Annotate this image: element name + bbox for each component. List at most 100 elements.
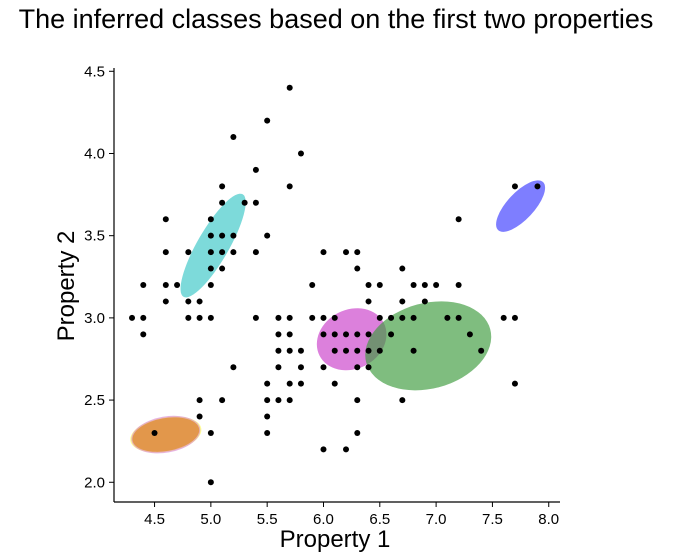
data-point (444, 314, 451, 321)
data-point (196, 397, 203, 404)
data-point (219, 265, 226, 272)
data-point (376, 282, 383, 288)
data-point (219, 397, 226, 404)
class-ellipse-4 (496, 180, 546, 232)
data-point (455, 282, 462, 288)
data-point (286, 331, 293, 338)
data-point (511, 314, 518, 321)
data-point (331, 347, 338, 354)
data-point (275, 331, 282, 338)
data-point (399, 397, 406, 404)
data-point (207, 249, 214, 256)
data-point (286, 347, 293, 354)
data-point (207, 216, 214, 223)
data-point (309, 314, 316, 321)
data-point (365, 331, 372, 338)
data-point (252, 199, 259, 206)
ellipse-layer (130, 180, 546, 454)
x-tick-label: 7.0 (426, 511, 447, 528)
data-point (354, 429, 361, 436)
data-point (140, 331, 147, 338)
data-point (196, 314, 203, 321)
data-point (219, 249, 226, 256)
data-point (534, 183, 541, 190)
data-point (286, 380, 293, 387)
x-tick-label: 6.0 (313, 511, 334, 528)
data-point (376, 347, 383, 354)
data-point (410, 314, 417, 321)
x-ticks: 4.5 5.0 5.5 6.0 6.5 7.0 7.5 8.0 (144, 502, 559, 528)
data-point (320, 331, 327, 338)
y-tick-label: 2.0 (84, 474, 105, 491)
y-axis-label: Property 2 (53, 231, 80, 342)
data-point (410, 282, 417, 288)
data-point (174, 282, 181, 288)
data-point (331, 314, 338, 321)
data-point (297, 347, 304, 354)
point-layer (129, 84, 541, 486)
data-point (264, 117, 271, 124)
data-point (286, 397, 293, 404)
data-point (264, 397, 271, 404)
data-point (511, 183, 518, 190)
data-point (207, 314, 214, 321)
data-point (433, 282, 440, 288)
data-point (354, 364, 361, 371)
data-point (196, 298, 203, 305)
data-point (320, 446, 327, 453)
data-point (399, 265, 406, 272)
data-point (230, 232, 237, 239)
data-point (500, 314, 507, 321)
data-point (421, 282, 428, 288)
data-point (252, 249, 259, 256)
data-point (241, 199, 248, 206)
data-point (297, 380, 304, 387)
data-point (185, 314, 192, 321)
data-point (376, 314, 383, 321)
data-point (399, 298, 406, 305)
data-point (275, 314, 282, 321)
data-point (230, 134, 237, 141)
data-point (511, 380, 518, 387)
x-axis-label: Property 1 (280, 526, 391, 553)
data-point (162, 249, 169, 256)
data-point (343, 347, 350, 354)
x-tick-label: 4.5 (144, 511, 165, 528)
data-point (207, 479, 214, 486)
data-point (320, 249, 327, 256)
data-point (264, 413, 271, 420)
data-point (219, 183, 226, 190)
class-ellipse-7 (132, 417, 200, 452)
data-point (421, 298, 428, 305)
data-point (455, 216, 462, 223)
data-point (354, 347, 361, 354)
data-point (410, 347, 417, 354)
data-point (286, 84, 293, 91)
data-point (207, 429, 214, 436)
data-point (275, 397, 282, 404)
data-point (365, 282, 372, 288)
data-point (466, 331, 473, 338)
data-point (365, 347, 372, 354)
data-point (162, 298, 169, 305)
data-point (297, 364, 304, 371)
data-point (196, 413, 203, 420)
data-point (343, 331, 350, 338)
x-tick-label: 6.5 (369, 511, 390, 528)
x-tick-label: 5.0 (200, 511, 221, 528)
x-tick-label: 5.5 (257, 511, 278, 528)
data-point (219, 232, 226, 239)
data-point (286, 183, 293, 190)
data-point (252, 166, 259, 173)
data-point (354, 265, 361, 272)
data-point (151, 429, 158, 436)
data-point (365, 364, 372, 371)
data-point (354, 249, 361, 256)
data-point (129, 314, 136, 321)
data-point (140, 314, 147, 321)
class-ellipse-1 (180, 193, 246, 298)
data-point (207, 265, 214, 272)
data-point (264, 380, 271, 387)
data-point (388, 331, 395, 338)
